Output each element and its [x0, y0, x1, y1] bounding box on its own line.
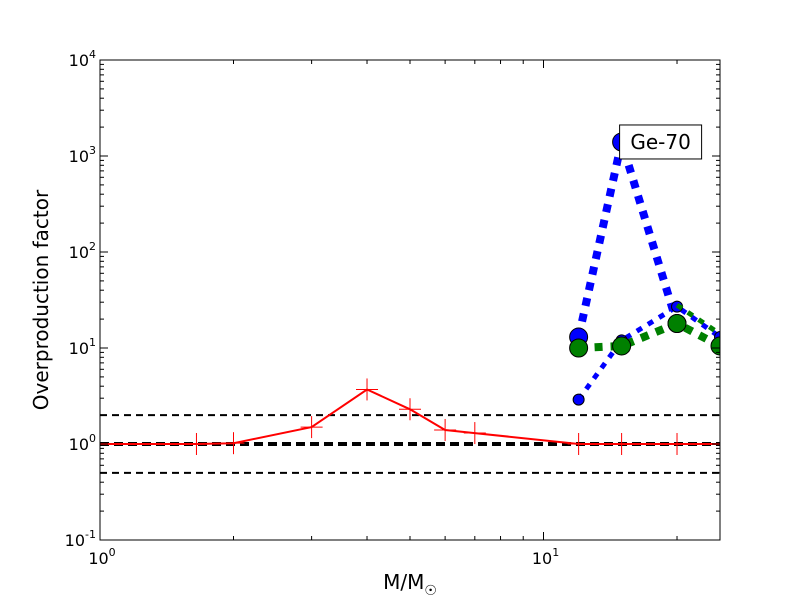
- x-axis-title: M/M☉: [383, 570, 437, 599]
- data-point: [300, 416, 323, 439]
- data-series: [100, 126, 720, 455]
- series-2: [572, 300, 720, 406]
- data-point: [399, 398, 421, 421]
- y-tick-label: 104: [69, 48, 96, 70]
- data-point: [612, 336, 632, 356]
- y-tick-label: 103: [69, 144, 96, 166]
- annotation-group: Ge-70: [619, 124, 703, 160]
- data-point: [667, 313, 687, 333]
- series-line: [675, 303, 720, 337]
- y-tick-label: 100: [69, 432, 96, 454]
- data-point: [567, 433, 590, 455]
- x-tick-label: 101: [532, 546, 559, 568]
- x-axis-title-subscript: ☉: [424, 583, 437, 599]
- data-point: [666, 433, 689, 455]
- annotation-label: Ge-70: [630, 130, 690, 154]
- y-tick-label: 102: [69, 240, 96, 262]
- data-point: [569, 338, 589, 358]
- series-line: [574, 126, 681, 338]
- data-point: [610, 433, 633, 455]
- data-point: [185, 433, 208, 455]
- y-axis-title: Overproduction factor: [29, 189, 53, 410]
- data-point: [572, 393, 585, 406]
- series-3: [569, 313, 720, 358]
- data-point: [356, 378, 379, 401]
- data-point: [710, 336, 720, 356]
- data-point: [463, 422, 486, 445]
- data-point: [434, 418, 457, 441]
- x-tick-label: 100: [88, 546, 115, 568]
- y-tick-label: 10-1: [65, 528, 96, 550]
- series-line: [578, 319, 720, 352]
- series-4: [675, 303, 720, 337]
- series-1: [569, 126, 687, 347]
- series-line: [576, 303, 720, 402]
- data-point: [222, 432, 245, 455]
- y-tick-label: 101: [69, 336, 96, 358]
- annotation-box: [619, 124, 703, 160]
